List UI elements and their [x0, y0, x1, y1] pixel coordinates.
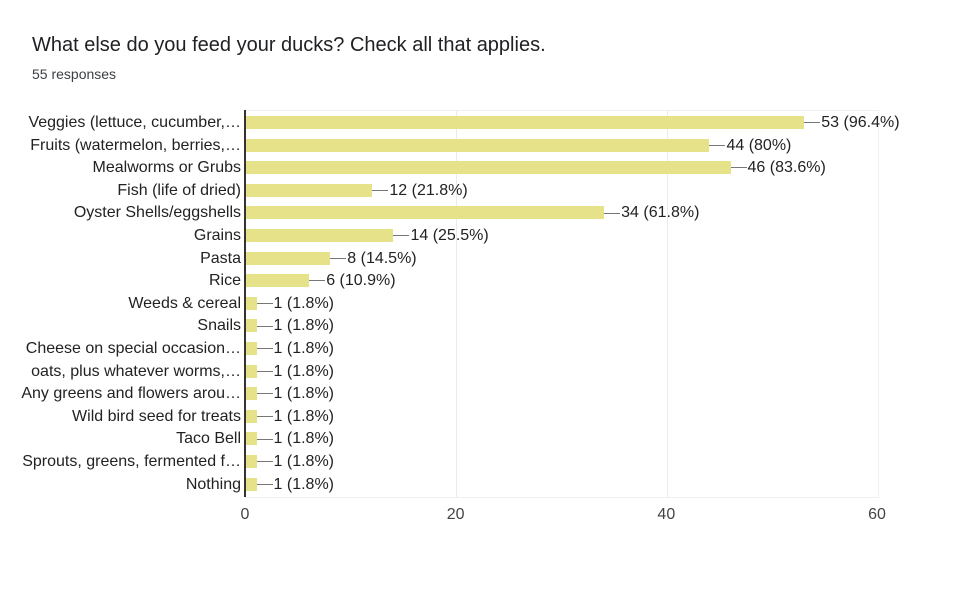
value-label: 1 (1.8%): [257, 315, 334, 337]
response-count: 55 responses: [32, 66, 117, 82]
value-label: 34 (61.8%): [604, 202, 699, 224]
bar[interactable]: [246, 274, 310, 288]
bar[interactable]: [246, 432, 257, 446]
bar[interactable]: [246, 342, 257, 355]
bar[interactable]: [246, 364, 257, 378]
category-label: Snails: [197, 317, 241, 335]
gridline-20: [456, 111, 457, 497]
value-label: 1 (1.8%): [257, 428, 334, 450]
value-label: 1 (1.8%): [257, 451, 334, 473]
category-label: Taco Bell: [176, 430, 241, 448]
x-tick-label: 0: [240, 506, 250, 523]
bar[interactable]: [246, 183, 373, 197]
bar[interactable]: [246, 296, 257, 310]
bar[interactable]: [246, 251, 331, 265]
category-label: Weeds & cereal: [128, 294, 241, 312]
value-label: 1 (1.8%): [257, 406, 334, 428]
x-tick-label: 60: [868, 506, 886, 523]
category-label: Fish (life of dried): [117, 181, 241, 199]
x-tick-label: 40: [657, 506, 676, 523]
bar[interactable]: [246, 409, 257, 423]
bar[interactable]: [246, 477, 257, 491]
bar[interactable]: [246, 319, 257, 333]
category-label: Sprouts, greens, fermented f…: [22, 453, 241, 470]
bar[interactable]: [246, 206, 605, 220]
plot-area: [245, 110, 879, 498]
category-label: Veggies (lettuce, cucumber,…: [28, 114, 241, 131]
bar[interactable]: [246, 455, 257, 468]
category-label: Cheese on special occasion…: [25, 340, 241, 357]
value-label: 1 (1.8%): [257, 293, 334, 315]
category-label: Nothing: [185, 475, 241, 493]
x-tick-label: 20: [446, 506, 465, 523]
value-label: 46 (83.6%): [731, 157, 826, 179]
value-label: 6 (10.9%): [309, 270, 395, 292]
bar[interactable]: [246, 116, 805, 129]
value-label: 1 (1.8%): [257, 383, 334, 405]
category-label: Rice: [208, 272, 241, 290]
category-label: Wild bird seed for treats: [72, 407, 241, 425]
value-label: 53 (96.4%): [804, 112, 899, 134]
value-label: 12 (21.8%): [372, 180, 467, 202]
y-axis-line: [244, 110, 246, 497]
value-label: 8 (14.5%): [330, 248, 416, 270]
bar[interactable]: [246, 138, 710, 152]
category-label: Mealworms or Grubs: [92, 159, 241, 177]
value-label: 1 (1.8%): [257, 338, 334, 360]
category-label: Grains: [193, 227, 241, 244]
value-label: 1 (1.8%): [257, 474, 334, 496]
chart-title: What else do you feed your ducks? Check …: [32, 34, 546, 56]
category-label: Pasta: [200, 249, 241, 267]
value-label: 44 (80%): [709, 135, 791, 157]
value-label: 14 (25.5%): [393, 225, 488, 247]
bar[interactable]: [246, 161, 731, 175]
category-label: Fruits (watermelon, berries,…: [30, 136, 241, 154]
bar[interactable]: [246, 229, 394, 242]
category-label: Oyster Shells/eggshells: [73, 204, 241, 222]
bar[interactable]: [246, 387, 257, 401]
value-label: 1 (1.8%): [257, 361, 334, 383]
category-label: Any greens and flowers arou…: [21, 385, 241, 403]
gridline-40: [667, 111, 668, 497]
category-label: oats, plus whatever worms,…: [31, 362, 241, 380]
